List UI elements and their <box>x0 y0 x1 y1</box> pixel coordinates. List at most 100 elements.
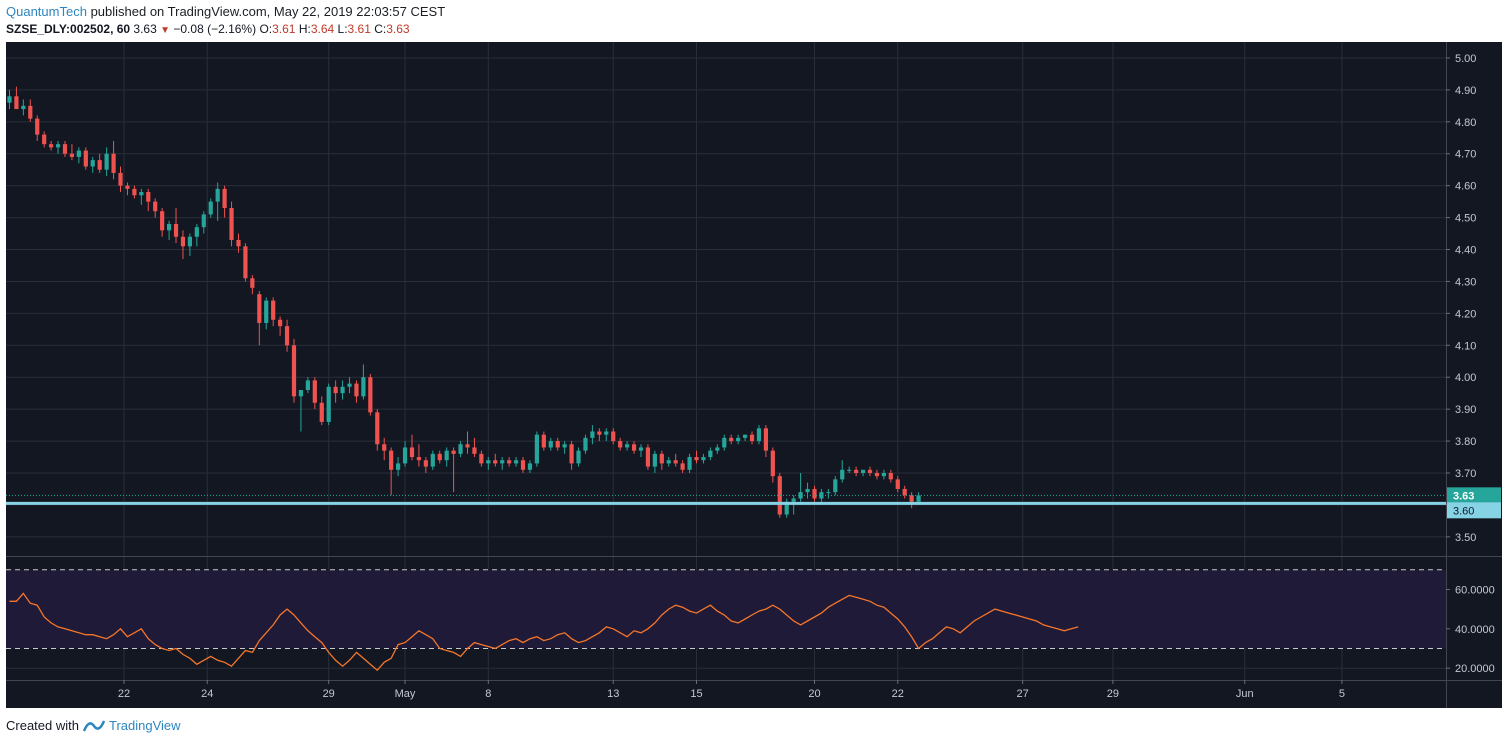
rsi-line <box>9 592 1079 672</box>
candle-body <box>160 211 165 231</box>
price-tick-label: 5.00 <box>1455 53 1476 65</box>
candle-body <box>590 431 595 438</box>
candle <box>333 380 338 403</box>
candle <box>576 447 581 467</box>
candle <box>187 233 193 256</box>
candle-body <box>402 447 408 464</box>
candle <box>361 364 366 400</box>
candle <box>194 223 199 247</box>
created-with-text: Created with <box>6 718 79 733</box>
candle-body <box>236 239 241 247</box>
candle-body <box>541 434 546 448</box>
chart-svg[interactable]: 5.00 4.90 4.80 4.70 4.60 4.50 4.40 4.30 4.20 4.10… <box>6 42 1502 708</box>
candle-body <box>701 457 706 461</box>
candle <box>687 453 692 473</box>
candle <box>680 460 685 473</box>
candle-body <box>465 444 470 448</box>
candle-body <box>76 150 81 157</box>
candle <box>625 441 630 451</box>
candle <box>916 492 921 502</box>
candle-body <box>569 444 574 464</box>
candle <box>784 498 789 518</box>
candle <box>389 447 394 496</box>
candle-body <box>146 192 151 202</box>
candle-body <box>833 479 838 493</box>
candle-body <box>493 460 498 464</box>
rsi-tick-label: 20.0000 <box>1455 663 1495 675</box>
last-price-tag <box>1447 487 1501 504</box>
time-axis-background[interactable] <box>6 680 1502 708</box>
candle <box>319 396 324 426</box>
candle <box>708 447 713 461</box>
candle-body <box>118 172 123 186</box>
low-label: L: <box>337 22 348 36</box>
candle-body <box>513 460 519 464</box>
candle <box>368 374 373 416</box>
candle <box>631 441 637 454</box>
candle-body <box>749 434 755 442</box>
candle-body <box>49 144 54 148</box>
candle-body <box>819 492 824 499</box>
candle-body <box>847 469 852 471</box>
candle <box>62 140 68 157</box>
tradingview-brand-link[interactable]: TradingView <box>108 718 181 733</box>
candle-body <box>444 450 449 461</box>
candle-body <box>382 444 387 451</box>
candle <box>375 409 380 451</box>
high-label: H: <box>298 22 311 36</box>
candle <box>451 447 456 493</box>
candle-body <box>250 278 255 288</box>
candle <box>153 198 158 218</box>
candle-body <box>742 434 748 438</box>
candle <box>486 457 491 470</box>
candle <box>291 338 297 403</box>
candles <box>7 86 921 518</box>
price-tick-label: 3.50 <box>1455 532 1476 544</box>
candle-body <box>173 223 179 237</box>
candle <box>472 437 477 458</box>
candle-body <box>14 96 19 110</box>
candle <box>507 457 512 467</box>
candle <box>125 182 130 196</box>
candle-body <box>826 492 831 494</box>
price-tick-label: 4.90 <box>1455 85 1476 97</box>
candle-body <box>874 472 880 477</box>
candle-body <box>708 450 713 458</box>
symbol-name: SZSE_DLY:002502, 60 <box>6 22 131 36</box>
price-axis-background[interactable] <box>1446 42 1502 680</box>
candle <box>520 457 526 473</box>
candle <box>729 434 734 445</box>
candle <box>902 485 907 499</box>
candle <box>548 437 553 451</box>
candle <box>416 444 422 467</box>
candle <box>673 453 678 467</box>
price-tick-label: 4.10 <box>1455 340 1476 352</box>
chart-container[interactable]: 5.00 4.90 4.80 4.70 4.60 4.50 4.40 4.30 4.20 4.10… <box>6 42 1502 708</box>
rsi-band-fill <box>6 569 1446 649</box>
candle-body <box>416 457 422 461</box>
candle <box>243 243 248 282</box>
candle-body <box>222 188 227 209</box>
candle <box>305 377 310 394</box>
time-tick-label: 29 <box>1107 688 1119 700</box>
candle-body <box>722 437 727 448</box>
candle-body <box>791 498 796 502</box>
candle-body <box>618 441 623 448</box>
time-tick-label: 20 <box>808 688 820 700</box>
candle-body <box>673 460 678 464</box>
publish-text: published on TradingView.com, May 22, 20… <box>90 4 446 19</box>
candle-body <box>28 105 33 119</box>
candle <box>257 291 262 346</box>
candle <box>236 233 241 253</box>
candle <box>132 185 137 199</box>
candle-body <box>902 488 907 496</box>
candle-body <box>860 469 866 473</box>
candle <box>791 495 796 515</box>
candle <box>895 476 900 493</box>
candle-body <box>104 153 109 170</box>
author-link[interactable]: QuantumTech <box>6 4 87 19</box>
candle <box>479 450 484 467</box>
candle <box>118 166 123 193</box>
candle <box>215 182 220 221</box>
time-tick-label: 29 <box>323 688 335 700</box>
